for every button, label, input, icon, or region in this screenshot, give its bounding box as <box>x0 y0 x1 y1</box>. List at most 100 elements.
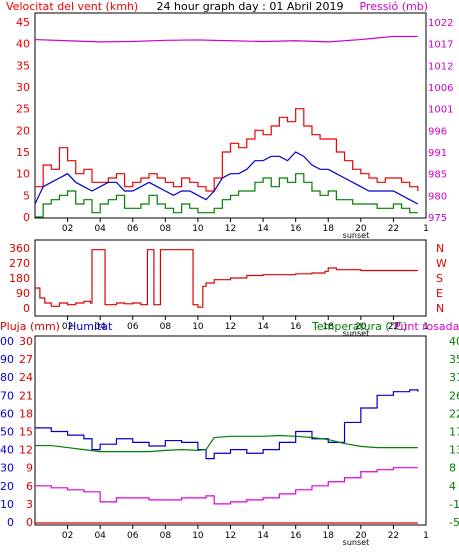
wind-speed-title: Velocitat del vent (kmh) <box>6 0 138 13</box>
climate-series-temperature <box>35 434 418 453</box>
climate-x-tick-label: 02 <box>62 531 73 541</box>
climate-x-tick-label: 16 <box>290 531 302 541</box>
pressure-y-tick-label: 991 <box>428 148 447 159</box>
rain-title: Pluja (mm) <box>0 320 60 333</box>
rain-y-tick-label: 15 <box>19 426 33 439</box>
humidity-y-tick-label: 90 <box>0 353 14 366</box>
wind-x-tick-label: 22 <box>388 224 399 234</box>
wind-y-tick-label: 45 <box>16 16 30 29</box>
direction-x-tick-label: 04 <box>94 322 106 332</box>
wind-x-tick-label: 18 <box>323 224 335 234</box>
climate-x-tick-label: 22 <box>388 531 399 541</box>
climate-panel-frame <box>34 335 427 526</box>
direction-x-tick-label: 12 <box>225 322 236 332</box>
rain-y-tick-label: 6 <box>26 480 33 493</box>
wind-x-tick-label: 02 <box>62 224 73 234</box>
pressure-y-tick-label: 975 <box>428 213 447 224</box>
direction-compass-label: W <box>436 257 447 270</box>
wind-series-pressure <box>34 35 418 43</box>
direction-x-tick-label: 10 <box>192 322 204 332</box>
temperature-y-tick-label: -1 <box>449 498 459 511</box>
wind-y-tick-label: 30 <box>16 81 30 94</box>
climate-x-tick-label: 10 <box>192 531 204 541</box>
rain-y-tick-label: 21 <box>19 389 33 402</box>
direction-compass-label: N <box>436 242 444 255</box>
direction-x-tick-label: 14 <box>257 322 269 332</box>
temperature-y-tick-label: 13 <box>449 444 459 457</box>
climate-x-tick-label: 04 <box>94 531 106 541</box>
climate-x-tick-label: 18 <box>323 531 335 541</box>
direction-x-tick-label: 16 <box>290 322 302 332</box>
wind-x-tick-label: 20 <box>355 224 367 234</box>
temperature-y-tick-label: 17 <box>449 426 459 439</box>
wind-x-tick-label: 08 <box>160 224 172 234</box>
temperature-title: Temperatura (°C) <box>311 320 407 333</box>
rain-y-tick-label: 9 <box>26 462 33 475</box>
temperature-y-tick-label: 26 <box>449 389 459 402</box>
pressure-y-tick-label: 1012 <box>428 61 453 72</box>
pressure-y-tick-label: 996 <box>428 126 447 137</box>
wind-series-gust <box>35 108 419 192</box>
humidity-y-tick-label: 30 <box>0 462 14 475</box>
rain-y-tick-label: 3 <box>26 498 33 511</box>
direction-series <box>35 249 418 308</box>
dewpoint-title: Punt rosada <box>394 320 459 333</box>
climate-sunset-label: sunset <box>343 538 370 547</box>
pressure-y-tick-label: 1017 <box>428 40 453 51</box>
direction-y-tick-label: 0 <box>23 302 30 315</box>
direction-x-tick-label-end: 1 <box>423 322 429 332</box>
wind-y-tick-label: 5 <box>23 189 30 202</box>
wind-series-low <box>35 173 418 218</box>
climate-x-tick-label: 14 <box>257 531 269 541</box>
wind-y-tick-label: 40 <box>16 38 30 51</box>
wind-x-tick-label: 16 <box>290 224 302 234</box>
wind-y-tick-label: 0 <box>23 211 30 224</box>
wind-x-tick-label: 12 <box>225 224 236 234</box>
temperature-y-tick-label: -5 <box>449 516 459 529</box>
pressure-y-tick-label: 1022 <box>428 18 453 29</box>
pressure-title: Pressió (mb) <box>359 0 428 13</box>
wind-y-tick-label: 20 <box>16 124 30 137</box>
humidity-y-tick-label: 50 <box>0 426 14 439</box>
direction-y-tick-label: 270 <box>9 257 30 270</box>
pressure-y-tick-label: 980 <box>428 191 447 202</box>
direction-x-tick-label: 18 <box>323 322 335 332</box>
rain-y-tick-label: 18 <box>19 407 33 420</box>
wind-x-tick-label: 06 <box>127 224 139 234</box>
humidity-title: Humitat <box>68 320 113 333</box>
direction-x-tick-label: 22 <box>388 322 399 332</box>
climate-x-tick-label-end: 1 <box>423 531 429 541</box>
direction-y-tick-label: 90 <box>16 287 30 300</box>
temperature-y-tick-label: 31 <box>449 371 459 384</box>
wind-x-tick-label-end: 1 <box>423 224 429 234</box>
wind-y-tick-label: 10 <box>16 168 30 181</box>
temperature-y-tick-label: 8 <box>449 462 456 475</box>
rain-y-tick-label: 27 <box>19 353 33 366</box>
humidity-y-tick-label: 20 <box>0 480 14 493</box>
temperature-y-tick-label: 22 <box>449 407 459 420</box>
wind-x-tick-label: 04 <box>94 224 106 234</box>
temperature-y-tick-label: 40 <box>449 335 459 348</box>
wind-x-tick-label: 14 <box>257 224 269 234</box>
wind-y-tick-label: 35 <box>16 59 30 72</box>
rain-y-tick-label: 30 <box>19 335 33 348</box>
direction-x-tick-label: 02 <box>62 322 73 332</box>
wind-panel-frame <box>34 12 427 219</box>
temperature-y-tick-label: 4 <box>449 480 456 493</box>
climate-x-tick-label: 12 <box>225 531 236 541</box>
humidity-y-tick-label: 100 <box>0 335 14 348</box>
humidity-y-tick-label: 0 <box>7 516 14 529</box>
direction-compass-label: E <box>436 287 443 300</box>
humidity-y-tick-label: 60 <box>0 407 14 420</box>
graph-title: 24 hour graph day : 01 Abril 2019 <box>157 0 344 13</box>
climate-series-humidity <box>35 389 419 460</box>
rain-y-tick-label: 0 <box>26 516 33 529</box>
wind-series-average <box>34 151 419 205</box>
climate-x-tick-label: 20 <box>355 531 367 541</box>
direction-compass-label: N <box>436 302 444 315</box>
wind-sunset-label: sunset <box>343 231 370 240</box>
climate-x-tick-label: 08 <box>160 531 172 541</box>
direction-x-tick-label: 06 <box>127 322 139 332</box>
